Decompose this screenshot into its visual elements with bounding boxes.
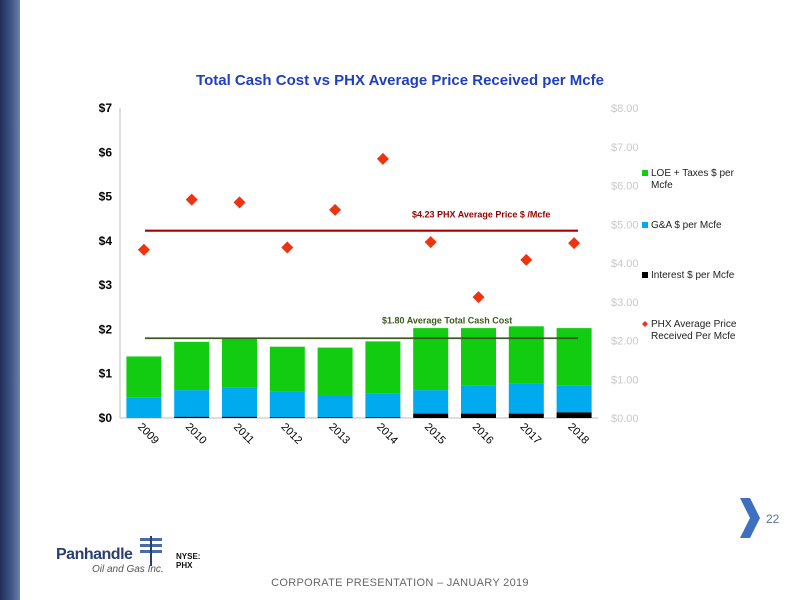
interest-bar (365, 417, 401, 418)
legend-price-marker (642, 321, 648, 327)
interest-bar (461, 413, 496, 418)
y-tick-label: $2 (99, 322, 113, 336)
loe-bar (365, 341, 401, 394)
next-slide-icon[interactable] (736, 496, 764, 540)
price-point (233, 196, 246, 209)
page-number: 22 (766, 512, 780, 526)
price-point (472, 291, 485, 304)
ga-bar (174, 390, 210, 417)
y-tick-label: $1 (99, 367, 113, 381)
ga-bar (461, 385, 496, 414)
ga-bar (126, 397, 162, 418)
y2-tick-label: $3.00 (611, 297, 639, 309)
legend-price-label: Received Per Mcfe (651, 331, 736, 342)
y2-tick-label: $5.00 (611, 219, 639, 231)
x-tick-label: 2013 (326, 421, 352, 447)
loe-bar (174, 341, 210, 391)
legend-price-label: PHX Average Price (651, 319, 737, 330)
y-tick-label: $7 (99, 101, 113, 115)
legend-ga-marker (642, 222, 648, 228)
price-point (281, 241, 294, 254)
chart-title: Total Cash Cost vs PHX Average Price Rec… (196, 72, 604, 89)
legend-loe-marker (642, 170, 648, 176)
loe-bar (317, 347, 353, 395)
loe-bar (461, 328, 496, 386)
interest-bar (174, 416, 210, 418)
price-point (329, 203, 342, 216)
interest-bar (317, 417, 353, 418)
interest-bar (269, 417, 305, 418)
company-logo: Panhandle Oil and Gas Inc. NYSE: PHX (56, 534, 211, 576)
legend-loe-label: Mcfe (651, 180, 673, 191)
legend-ga-label: G&A $ per Mcfe (651, 220, 722, 231)
loe-bar (556, 328, 592, 386)
interest-bar (413, 413, 449, 418)
y2-tick-label: $7.00 (611, 142, 639, 154)
legend-interest-marker (642, 272, 648, 278)
bars-layer (126, 326, 592, 418)
y2-tick-label: $6.00 (611, 181, 639, 193)
price-point (137, 243, 150, 256)
y2-tick-label: $0.00 (611, 413, 639, 425)
reference-lines-layer: $4.23 PHX Average Price $ /Mcfe $1.80 Ave… (145, 210, 578, 340)
interest-bar (222, 416, 257, 418)
avg-cost-label: $1.80 Average Total Cash Cost (382, 315, 512, 325)
y-tick-label: $3 (99, 278, 113, 292)
derrick-icon (140, 536, 162, 566)
x-tick-label: 2018 (565, 421, 591, 447)
x-tick-label: 2014 (374, 421, 400, 447)
loe-bar (126, 356, 162, 398)
interest-bar (508, 413, 544, 418)
price-points-layer (137, 152, 581, 304)
interest-bar (556, 412, 592, 418)
y2-tick-label: $8.00 (611, 103, 639, 115)
loe-bar (508, 326, 544, 384)
ga-bar (413, 390, 449, 414)
x-tick-label: 2015 (422, 421, 448, 447)
side-accent-bar (0, 0, 20, 600)
ga-bar (269, 391, 305, 418)
logo-name: Panhandle (56, 546, 133, 563)
price-point (568, 237, 581, 250)
y-tick-label: $6 (99, 145, 113, 159)
y2-tick-label: $4.00 (611, 258, 639, 270)
loe-bar (269, 346, 305, 392)
loe-bar (222, 338, 257, 388)
price-point (520, 253, 533, 266)
x-tick-label: 2016 (470, 421, 496, 447)
x-tick-label: 2010 (183, 421, 209, 447)
price-point (424, 236, 437, 249)
logo-subtitle: Oil and Gas Inc. (92, 564, 164, 575)
y-tick-label: $5 (99, 190, 113, 204)
avg-price-label: $4.23 PHX Average Price $ /Mcfe (412, 210, 550, 220)
x-tick-label: 2017 (518, 421, 544, 447)
ga-bar (222, 387, 257, 417)
y-tick-label: $4 (99, 234, 113, 248)
y-tick-label: $0 (99, 411, 113, 425)
y2-tick-label: $1.00 (611, 374, 639, 386)
x-tick-label: 2009 (135, 421, 161, 447)
legend-loe-label: LOE + Taxes $ per (651, 168, 735, 179)
ga-bar (556, 385, 592, 413)
ticker-label: NYSE: PHX (176, 552, 201, 570)
footer-text: CORPORATE PRESENTATION – JANUARY 2019 (271, 577, 529, 589)
x-tick-label: 2011 (231, 421, 256, 446)
price-point (185, 193, 198, 206)
y2-tick-label: $2.00 (611, 336, 639, 348)
legend-interest-label: Interest $ per Mcfe (651, 270, 735, 281)
x-tick-label: 2012 (279, 421, 305, 447)
ga-bar (508, 383, 544, 414)
ga-bar (365, 393, 401, 418)
price-point (376, 152, 389, 165)
ga-bar (317, 394, 353, 418)
